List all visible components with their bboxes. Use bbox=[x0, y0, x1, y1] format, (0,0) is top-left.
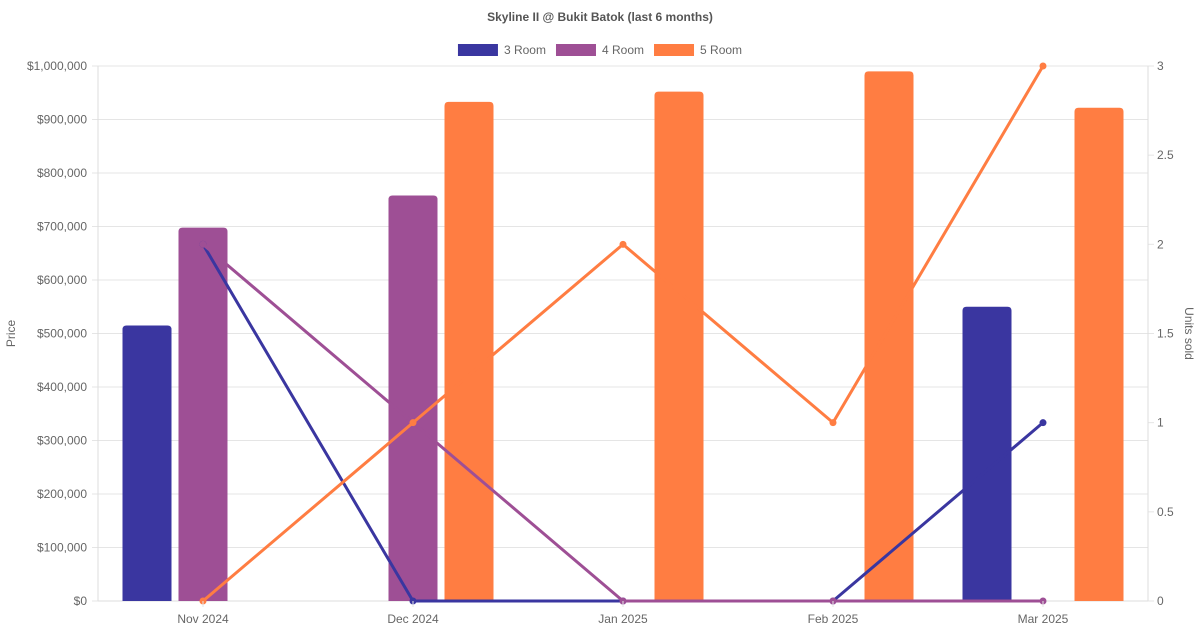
x-tick-label: Feb 2025 bbox=[808, 612, 859, 626]
point-5-room-2 bbox=[619, 240, 627, 248]
legend-swatch bbox=[654, 44, 695, 56]
right-tick-label: 2 bbox=[1157, 237, 1164, 251]
bar-3-room-mar-2025 bbox=[962, 306, 1012, 601]
chart-title: Skyline II @ Bukit Batok (last 6 months) bbox=[487, 10, 713, 24]
left-tick-label: $300,000 bbox=[37, 434, 87, 448]
bar-5-room-feb-2025 bbox=[864, 71, 914, 602]
legend-label: 4 Room bbox=[602, 43, 644, 57]
left-tick-label: $600,000 bbox=[37, 273, 87, 287]
point-3-room-4 bbox=[1039, 419, 1047, 427]
right-axis-ticks: 0 0.5 1 1.5 2 2.5 3 bbox=[1157, 59, 1174, 608]
x-tick-label: Jan 2025 bbox=[598, 612, 648, 626]
left-tick-label: $700,000 bbox=[37, 220, 87, 234]
legend-item-3-room[interactable]: 3 Room bbox=[457, 43, 546, 57]
bar-4-room-dec-2024 bbox=[388, 195, 438, 601]
left-tick-label: $900,000 bbox=[37, 113, 87, 127]
right-tick-label: 2.5 bbox=[1157, 148, 1174, 162]
left-tick-label: $500,000 bbox=[37, 327, 87, 341]
legend-item-4-room[interactable]: 4 Room bbox=[555, 43, 644, 57]
left-tick-label: $0 bbox=[74, 594, 88, 608]
left-tick-label: $100,000 bbox=[37, 541, 87, 555]
point-5-room-4 bbox=[1039, 62, 1047, 70]
right-tick-label: 0.5 bbox=[1157, 505, 1174, 519]
bar-4-room-nov-2024 bbox=[178, 227, 228, 601]
left-tick-label: $1,000,000 bbox=[27, 59, 87, 73]
legend-swatch bbox=[457, 44, 498, 56]
left-tick-label: $800,000 bbox=[37, 166, 87, 180]
legend-label: 5 Room bbox=[700, 43, 742, 57]
legend[interactable]: 3 Room 4 Room 5 Room bbox=[457, 43, 742, 57]
x-tick-label: Dec 2024 bbox=[387, 612, 439, 626]
x-tick-label: Nov 2024 bbox=[177, 612, 229, 626]
right-tick-label: 1.5 bbox=[1157, 327, 1174, 341]
x-axis-ticks: Nov 2024 Dec 2024 Jan 2025 Feb 2025 Mar 2025 bbox=[177, 601, 1069, 626]
right-axis-title: Units sold bbox=[1182, 307, 1196, 360]
x-tick-label: Mar 2025 bbox=[1018, 612, 1069, 626]
point-5-room-1 bbox=[409, 419, 417, 427]
right-tick-label: 0 bbox=[1157, 594, 1164, 608]
right-tick-label: 1 bbox=[1157, 416, 1164, 430]
legend-label: 3 Room bbox=[504, 43, 546, 57]
legend-swatch bbox=[555, 44, 596, 56]
bar-3-room-nov-2024 bbox=[122, 325, 172, 601]
bar-5-room-dec-2024 bbox=[444, 101, 494, 601]
left-axis-ticks: $0 $100,000 $200,000 $300,000 $400,000 $500,0… bbox=[27, 59, 87, 608]
bar-series bbox=[122, 71, 1124, 602]
point-4-room-0 bbox=[199, 240, 207, 248]
left-tick-label: $200,000 bbox=[37, 487, 87, 501]
left-axis-title: Price bbox=[4, 320, 18, 348]
left-tick-label: $400,000 bbox=[37, 380, 87, 394]
bar-5-room-mar-2025 bbox=[1074, 107, 1124, 601]
point-5-room-3 bbox=[829, 419, 837, 427]
right-tick-label: 3 bbox=[1157, 59, 1164, 73]
legend-item-5-room[interactable]: 5 Room bbox=[654, 43, 742, 57]
bar-5-room-jan-2025 bbox=[654, 91, 704, 602]
